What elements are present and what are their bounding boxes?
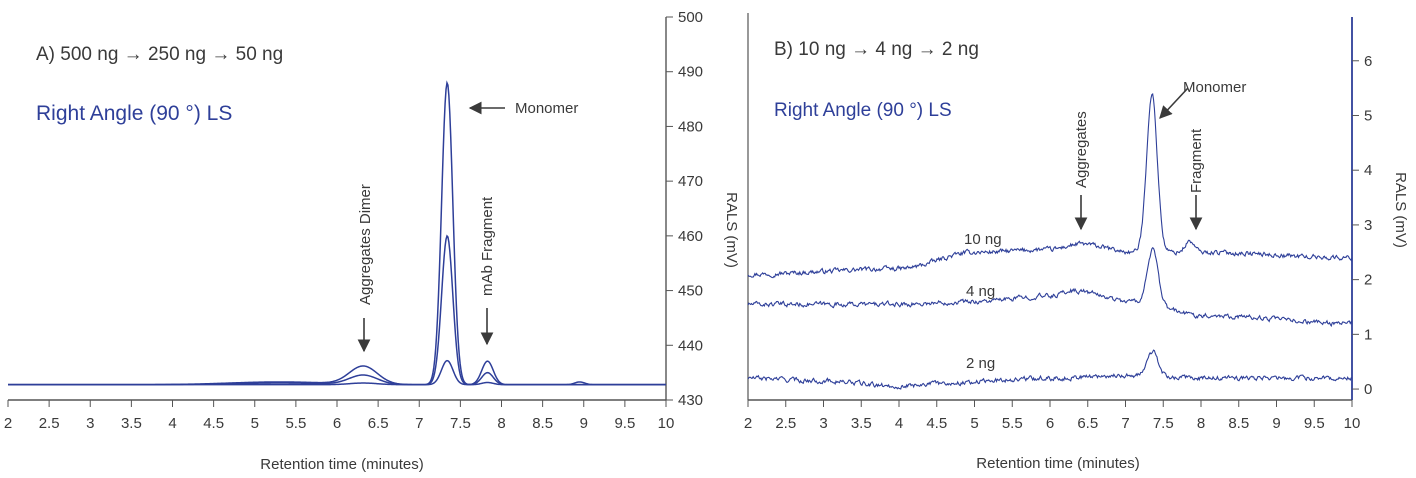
trace-50ng	[8, 359, 666, 386]
x-tick-label: 2.5	[775, 415, 796, 432]
y-tick-label: 1	[1364, 326, 1372, 343]
x-tick-label: 5	[970, 415, 978, 432]
x-tick-label: 3	[86, 415, 94, 432]
panel-b: B) 10 ng → 4 ng → 2 ng Right Angle (90 °…	[774, 39, 1409, 472]
y-tick-label: 450	[678, 283, 703, 300]
y-tick-label: 2	[1364, 272, 1372, 289]
x-tick-label: 4	[168, 415, 176, 432]
x-tick-label: 8	[1197, 415, 1205, 432]
trace-label-4ng: 4 ng	[966, 283, 995, 300]
x-tick-label: 8	[497, 415, 505, 432]
panel-b-detector-label: Right Angle (90 °) LS	[774, 100, 952, 121]
x-tick-label: 4	[895, 415, 903, 432]
x-tick-label: 7	[1121, 415, 1129, 432]
panel-a-y-axis-title: RALS (mV)	[723, 192, 740, 268]
x-tick-label: 3.5	[121, 415, 142, 432]
annotation-aggregates: Aggregates	[1073, 111, 1090, 188]
y-tick-label: 4	[1364, 162, 1372, 179]
x-tick-label: 5.5	[1002, 415, 1023, 432]
x-tick-label: 6	[333, 415, 341, 432]
x-tick-label: 9	[1272, 415, 1280, 432]
x-tick-label: 7.5	[450, 415, 471, 432]
y-tick-label: 490	[678, 64, 703, 81]
trace-500ng	[8, 80, 666, 386]
annotation-fragment: Fragment	[1188, 128, 1205, 193]
x-tick-label: 3	[819, 415, 827, 432]
x-tick-label: 8.5	[532, 415, 553, 432]
panel-a-x-axis-title: Retention time (minutes)	[260, 456, 423, 473]
y-tick-label: 470	[678, 173, 703, 190]
x-tick-label: 10	[658, 415, 675, 432]
panel-a: A) 500 ng → 250 ng → 50 ng Right Angle (…	[36, 44, 740, 473]
trace-10ng	[747, 93, 1353, 279]
y-tick-label: 460	[678, 228, 703, 245]
y-tick-label: 440	[678, 337, 703, 354]
annotation-monomer-b: Monomer	[1183, 79, 1246, 96]
x-tick-label: 9	[580, 415, 588, 432]
y-tick-label: 0	[1364, 381, 1372, 398]
trace-label-2ng: 2 ng	[966, 355, 995, 372]
trace-2ng	[747, 349, 1353, 390]
panel-b-plot: 2 2.5 3 3.5 4 4.5 5 5.5 6 6.5 7 7.5 8 8.5 9 9.5 100 1 2 3 4 5…	[744, 13, 1372, 432]
x-tick-label: 9.5	[1304, 415, 1325, 432]
x-tick-label: 7.5	[1153, 415, 1174, 432]
x-tick-label: 7	[415, 415, 423, 432]
x-tick-label: 2	[4, 415, 12, 432]
y-tick-label: 3	[1364, 217, 1372, 234]
y-tick-label: 6	[1364, 53, 1372, 70]
x-tick-label: 2.5	[39, 415, 60, 432]
annotation-aggregates-dimer: Aggregates Dimer	[357, 184, 374, 305]
annotation-monomer-a: Monomer	[515, 100, 578, 117]
x-tick-label: 5	[251, 415, 259, 432]
x-tick-label: 4.5	[203, 415, 224, 432]
annotation-arrow	[1159, 87, 1189, 119]
trace-250ng	[8, 234, 666, 386]
panel-b-title: B) 10 ng → 4 ng → 2 ng	[774, 39, 979, 60]
panel-b-x-axis-title: Retention time (minutes)	[976, 455, 1139, 472]
x-tick-label: 6	[1046, 415, 1054, 432]
x-tick-label: 10	[1344, 415, 1361, 432]
panel-a-title: A) 500 ng → 250 ng → 50 ng	[36, 44, 283, 65]
x-tick-label: 5.5	[285, 415, 306, 432]
x-tick-label: 3.5	[851, 415, 872, 432]
panel-a-detector-label: Right Angle (90 °) LS	[36, 102, 232, 125]
x-tick-label: 9.5	[614, 415, 635, 432]
y-tick-label: 430	[678, 392, 703, 409]
trace-label-10ng: 10 ng	[964, 231, 1002, 248]
y-tick-label: 5	[1364, 107, 1372, 124]
y-tick-label: 480	[678, 118, 703, 135]
x-tick-label: 2	[744, 415, 752, 432]
annotation-mab-fragment: mAb Fragment	[479, 196, 496, 296]
x-tick-label: 6.5	[1077, 415, 1098, 432]
trace-4ng	[747, 247, 1353, 328]
x-tick-label: 4.5	[926, 415, 947, 432]
y-tick-label: 500	[678, 9, 703, 26]
panel-b-y-axis-title: RALS (mV)	[1392, 172, 1409, 248]
x-tick-label: 6.5	[368, 415, 389, 432]
x-tick-label: 8.5	[1228, 415, 1249, 432]
